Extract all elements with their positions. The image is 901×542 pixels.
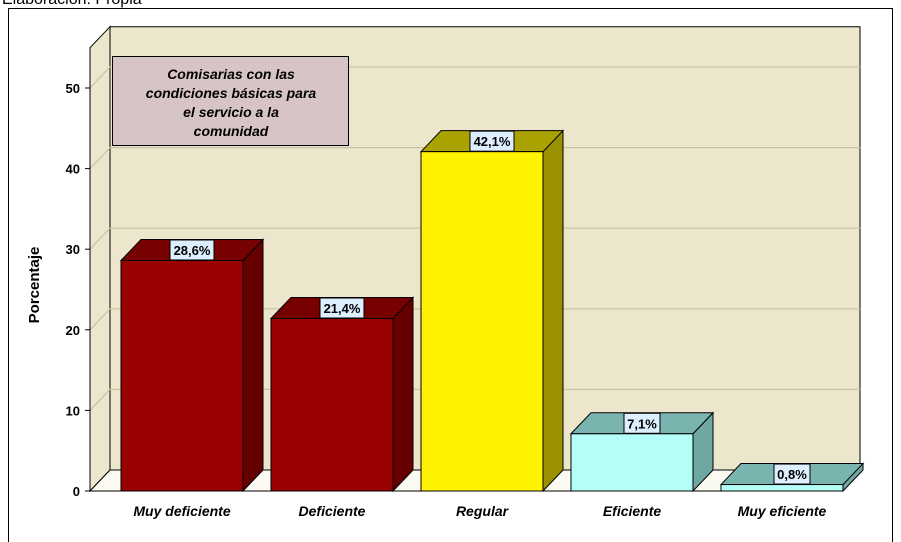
gridlines [89,66,860,411]
legend-box [112,56,349,146]
data-label-text: 28,6% [174,243,211,258]
bar-side [242,238,264,493]
legend-line-1: Comisarias con las [167,66,295,82]
gridline [89,388,860,411]
data-label-box [169,239,215,261]
bar-1 [119,238,265,493]
data-labels: 28,6% 21,4% 42,1% 7,1% 0,8% [169,130,811,485]
bars [119,129,865,493]
x-category-label: Muy deficiente [133,503,230,519]
source-caption: Elaboración: Propia [2,0,142,9]
x-category-label: Muy eficiente [738,503,827,519]
bar-3 [419,129,565,493]
y-tick-label: 40 [66,162,80,177]
legend-line-4: comunidad [194,123,269,139]
y-axis: 0 10 20 30 40 50 [66,47,91,499]
gridline [89,227,860,250]
gridline [89,308,860,331]
bar-2 [269,296,415,493]
data-label-box [773,463,811,485]
bar-side [392,296,414,493]
data-label-box [319,297,365,319]
bar-front [270,318,394,492]
y-tick-label: 50 [66,81,80,96]
y-tick-label: 10 [66,403,80,418]
data-label-text: 0,8% [777,467,807,482]
data-label-4: 7,1% [623,412,661,434]
y-tick-label: 20 [66,323,80,338]
bar-side [542,129,564,493]
gridline [89,147,860,170]
data-label-1: 28,6% [169,239,215,261]
gridline [89,66,860,89]
x-category-label: Regular [456,503,510,519]
legend-line-3: el servicio a la [183,104,279,120]
bar-front [570,433,694,492]
data-label-5: 0,8% [773,463,811,485]
bar-front [120,259,244,492]
data-label-text: 21,4% [324,301,361,316]
chart-legend-box: Comisarias con las condiciones básicas p… [112,56,349,146]
data-label-text: 42,1% [474,134,511,149]
y-tick-label: 0 [73,484,80,499]
legend-line-2: condiciones básicas para [146,85,317,101]
data-label-box [623,412,661,434]
y-axis-label: Porcentaje [26,247,43,324]
data-label-box [469,130,515,152]
bar-front [420,151,544,492]
x-axis: Muy deficiente Deficiente Regular Eficiente… [133,503,826,519]
data-label-3: 42,1% [469,130,515,152]
x-category-label: Eficiente [603,503,662,519]
plot-left-wall [89,25,111,493]
y-tick-label: 30 [66,242,80,257]
bar-front [720,484,844,492]
x-category-label: Deficiente [299,503,366,519]
data-label-2: 21,4% [319,297,365,319]
bar-4 [569,411,715,493]
data-label-text: 7,1% [627,416,657,431]
